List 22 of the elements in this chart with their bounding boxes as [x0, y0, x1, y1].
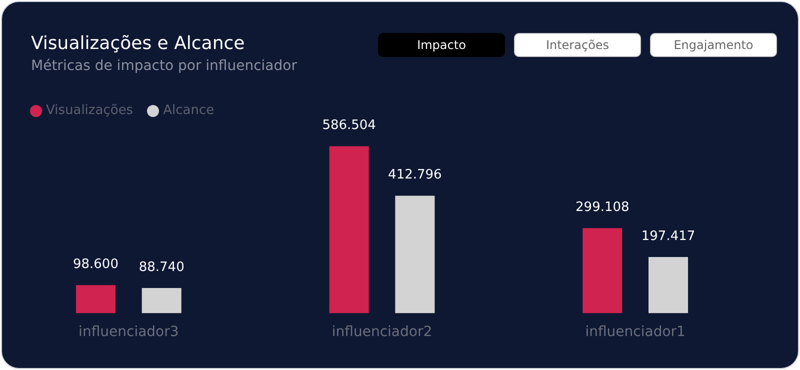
- bar: [395, 196, 435, 314]
- bar: [582, 228, 622, 314]
- bar: [76, 285, 116, 314]
- bar: [329, 146, 369, 314]
- chart-subtitle: Métricas de impacto por influenciador: [31, 58, 297, 74]
- legend-label: Alcance: [163, 103, 214, 118]
- x-tick-label: influenciador1: [585, 324, 686, 340]
- chart-title: Visualizações e Alcance: [31, 33, 245, 54]
- bar: [648, 257, 688, 314]
- text: Interações: [514, 33, 641, 57]
- data-label: 88.740: [138, 260, 184, 275]
- x-tick-label: influenciador3: [78, 324, 179, 340]
- legend-label: Visualizações: [46, 103, 134, 118]
- x-tick-label: influenciador2: [332, 324, 432, 340]
- data-label: 412.796: [388, 168, 442, 183]
- data-label: 299.108: [576, 200, 630, 215]
- text: Engajamento: [650, 33, 777, 57]
- data-label: 98.600: [72, 257, 118, 272]
- bar: [142, 288, 182, 314]
- data-label: 197.417: [641, 228, 696, 244]
- text: Impacto: [378, 33, 505, 57]
- data-label: 586.504: [322, 118, 376, 134]
